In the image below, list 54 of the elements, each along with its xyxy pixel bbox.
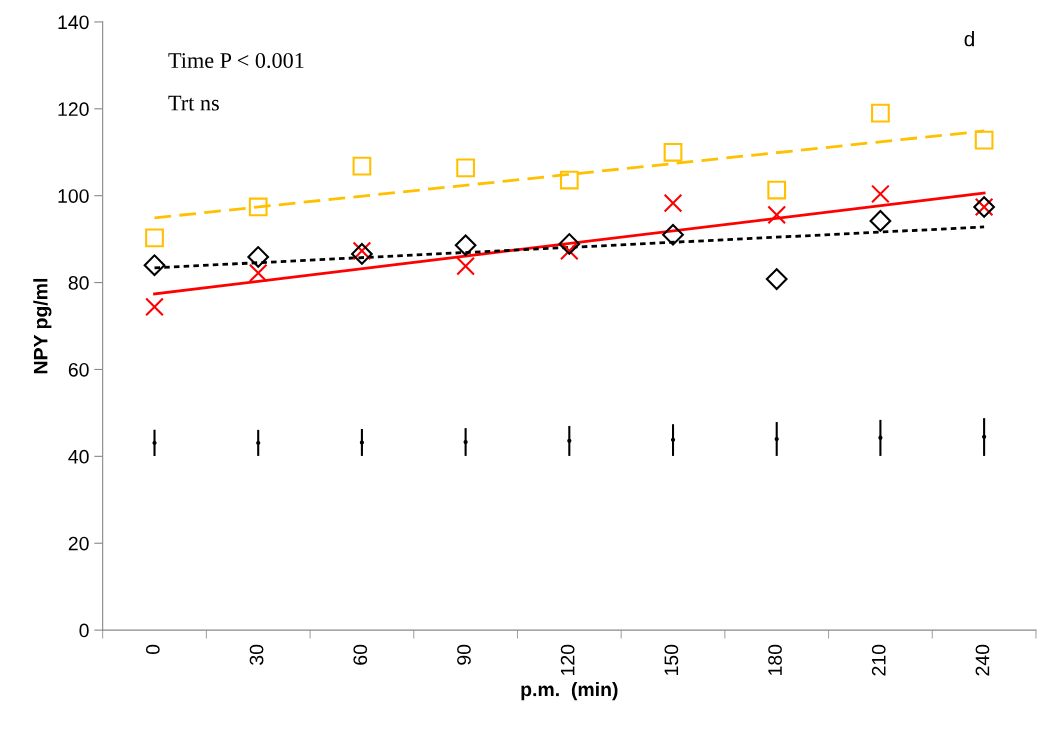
point	[670, 437, 676, 442]
point	[878, 435, 883, 440]
point	[145, 228, 164, 248]
point	[663, 142, 683, 162]
point	[559, 170, 579, 190]
point	[352, 156, 372, 176]
point	[454, 234, 477, 257]
y-tick-label: 60	[68, 362, 89, 377]
point	[767, 205, 787, 225]
point	[456, 256, 475, 276]
x-tick-label: 180	[768, 644, 782, 675]
y-tick-label: 100	[58, 189, 89, 203]
point	[247, 246, 270, 268]
point	[145, 297, 164, 317]
point	[982, 434, 987, 439]
x-axis-title: p.m. (min)	[521, 682, 618, 701]
x-tick-label: 210	[871, 644, 886, 676]
point	[765, 268, 788, 290]
x-tick-label: 60	[353, 644, 368, 665]
y-tick-label: 0	[79, 623, 89, 638]
point	[871, 184, 890, 204]
point	[558, 233, 581, 255]
point	[871, 103, 890, 123]
y-tick-label: 40	[68, 449, 89, 464]
point	[767, 180, 787, 200]
point	[559, 241, 579, 261]
point	[774, 436, 779, 442]
x-tick-label: 30	[249, 644, 264, 665]
point	[869, 210, 892, 232]
y-tick-label: 80	[68, 276, 89, 290]
x-tick-label: 240	[975, 644, 990, 676]
x-tick-label: 120	[560, 644, 575, 675]
annotation: Trt ns	[168, 95, 219, 111]
point	[974, 130, 994, 150]
point	[662, 223, 684, 246]
annotation: d	[964, 31, 974, 47]
point	[359, 440, 364, 445]
point	[256, 440, 261, 445]
y-tick-label: 20	[68, 536, 89, 551]
point	[143, 254, 166, 277]
y-axis-title: NPY pg/ml	[33, 278, 52, 374]
point	[567, 438, 572, 443]
point	[456, 158, 475, 178]
point	[248, 197, 268, 217]
annotation: Time P < 0.001	[168, 52, 304, 69]
point	[248, 263, 268, 283]
point	[152, 440, 157, 445]
y-tick-label: 140	[58, 15, 89, 30]
point	[663, 193, 683, 213]
point	[463, 439, 468, 445]
x-tick-label: 150	[664, 644, 679, 675]
x-tick-label: 90	[457, 644, 471, 665]
x-tick-label: 0	[145, 644, 160, 655]
y-tick-label: 120	[58, 102, 89, 117]
